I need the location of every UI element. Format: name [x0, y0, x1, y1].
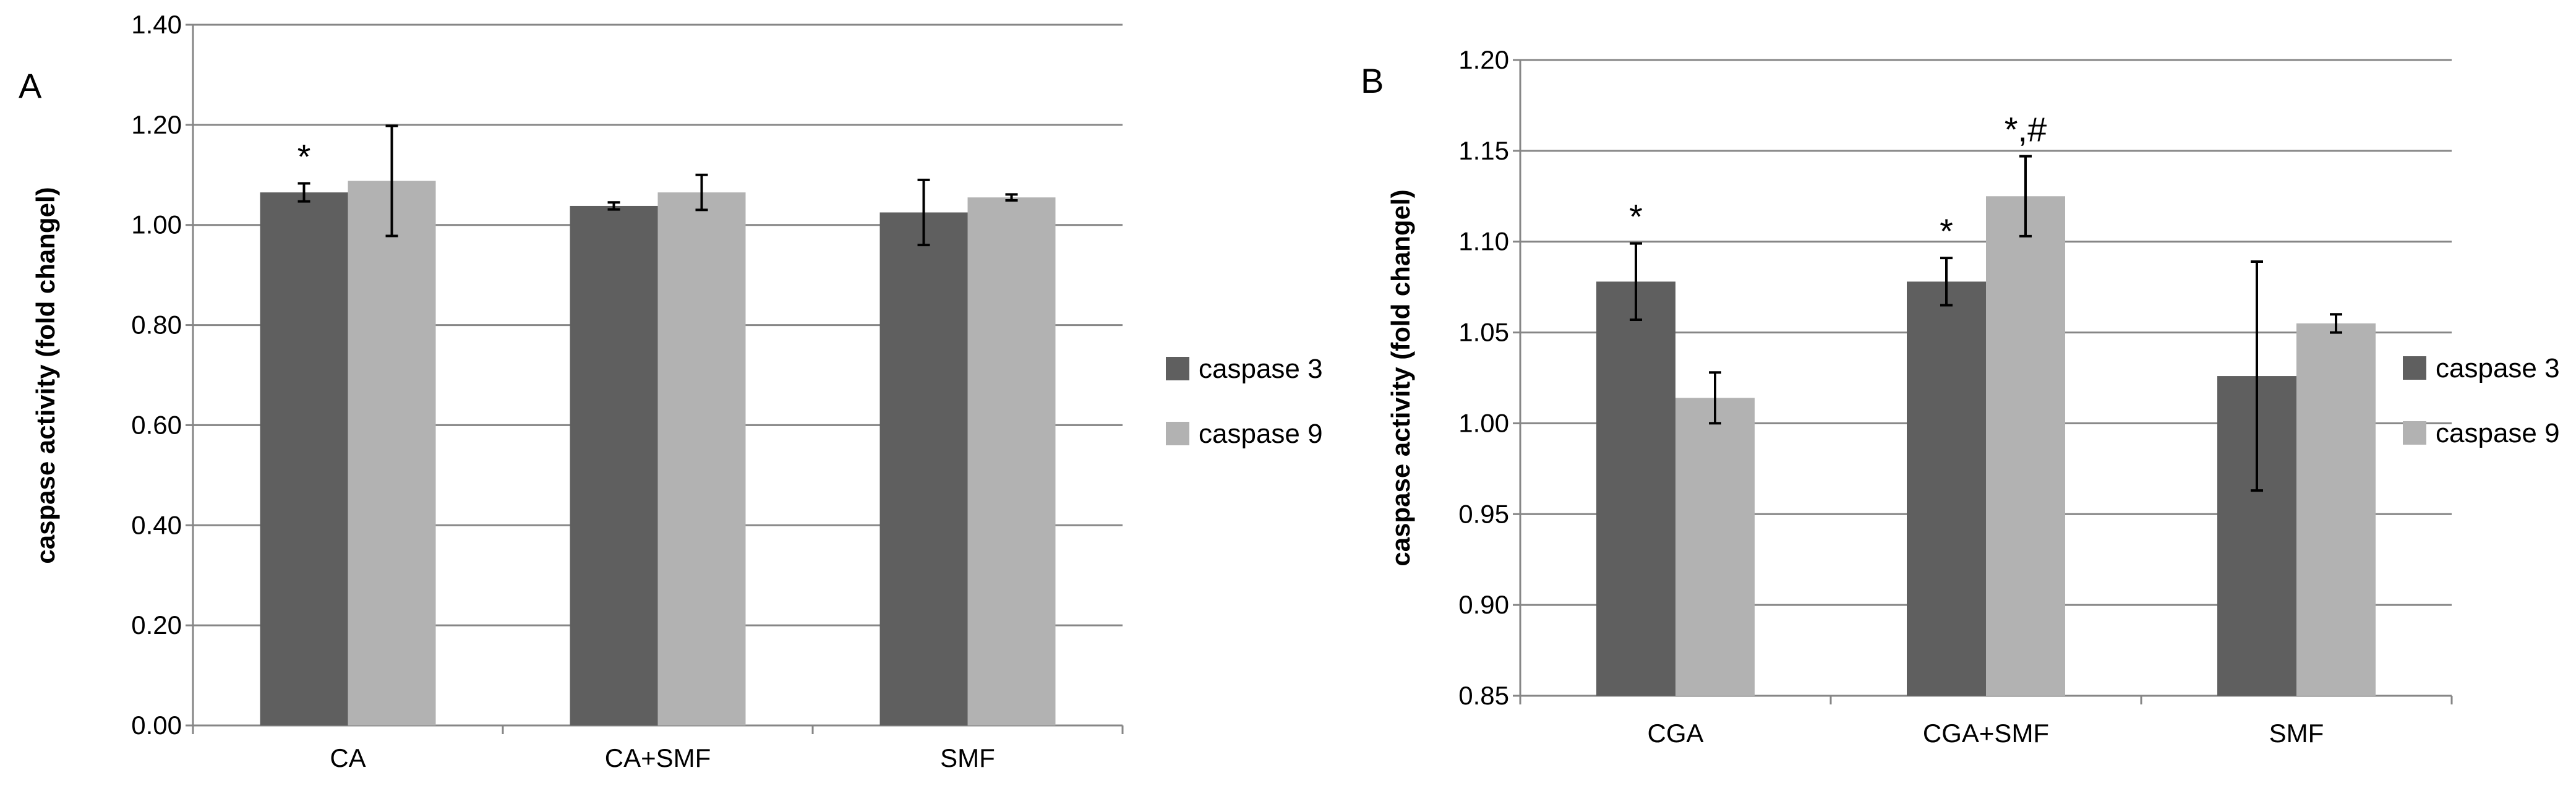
- y-tick-label: 1.10: [1458, 227, 1509, 256]
- x-tick-label: CA: [330, 743, 366, 772]
- legend-swatch: [2403, 421, 2426, 445]
- significance-annotation: *,#: [2005, 110, 2047, 149]
- bar-caspase-9-cga-smf: [1986, 196, 2065, 696]
- y-tick-label: 0.60: [131, 410, 182, 439]
- legend-swatch: [2403, 356, 2426, 380]
- y-axis-label: caspase activity (fold changel): [31, 187, 60, 563]
- y-tick-label: 0.85: [1458, 681, 1509, 710]
- bar-caspase-3-cga: [1596, 281, 1675, 696]
- y-tick-label: 1.40: [131, 10, 182, 39]
- panel-label: B: [1361, 61, 1384, 100]
- x-tick-label: SMF: [2269, 719, 2324, 748]
- x-tick-label: SMF: [940, 743, 995, 772]
- significance-annotation: *: [1940, 212, 1953, 250]
- legend-label: caspase 9: [2436, 418, 2560, 448]
- significance-annotation: *: [297, 137, 311, 176]
- bar-caspase-3-ca-smf: [570, 205, 658, 725]
- panel-label: A: [19, 66, 42, 105]
- bar-caspase-9-ca: [348, 181, 436, 725]
- y-tick-label: 1.05: [1458, 318, 1509, 347]
- bar-caspase-9-ca-smf: [657, 192, 746, 725]
- y-tick-label: 0.90: [1458, 590, 1509, 619]
- y-axis-label: caspase activity (fold changel): [1386, 189, 1415, 566]
- bar-caspase-3-cga-smf: [1907, 281, 1986, 696]
- y-tick-label: 1.00: [1458, 408, 1509, 437]
- x-tick-label: CGA+SMF: [1923, 719, 2049, 748]
- chart-panel-b: 0.85 0.90 0.95 1.00 1.05 1.10 1.15 1.20 CGA CGA+S…: [1361, 45, 2560, 748]
- y-tick-label: 1.20: [1458, 45, 1509, 74]
- y-tick-label: 1.20: [131, 110, 182, 139]
- y-tick-label: 1.00: [131, 210, 182, 239]
- legend-swatch: [1166, 357, 1189, 380]
- x-tick-label: CA+SMF: [605, 743, 711, 772]
- bar-caspase-3-ca: [260, 192, 348, 725]
- chart-panel-a: 0.00 0.20 0.40 0.60 0.80 1.00 1.20 1.40 CA CA+SMF…: [19, 10, 1323, 772]
- y-tick-label: 0.00: [131, 711, 182, 740]
- legend-label: caspase 3: [2436, 353, 2560, 383]
- legend-label: caspase 3: [1199, 354, 1323, 384]
- legend-swatch: [1166, 422, 1189, 445]
- bar-caspase-3-smf: [879, 212, 968, 725]
- bar-caspase-9-smf: [967, 197, 1056, 725]
- y-tick-label: 1.15: [1458, 136, 1509, 165]
- y-tick-label: 0.20: [131, 610, 182, 639]
- y-tick-label: 0.95: [1458, 499, 1509, 528]
- y-tick-label: 0.80: [131, 310, 182, 340]
- bar-caspase-9-cga: [1675, 398, 1755, 696]
- x-tick-label: CGA: [1647, 719, 1703, 748]
- y-tick-label: 0.40: [131, 510, 182, 539]
- significance-annotation: *: [1629, 197, 1643, 236]
- bar-caspase-9-smf: [2296, 323, 2376, 696]
- legend-label: caspase 9: [1199, 419, 1323, 449]
